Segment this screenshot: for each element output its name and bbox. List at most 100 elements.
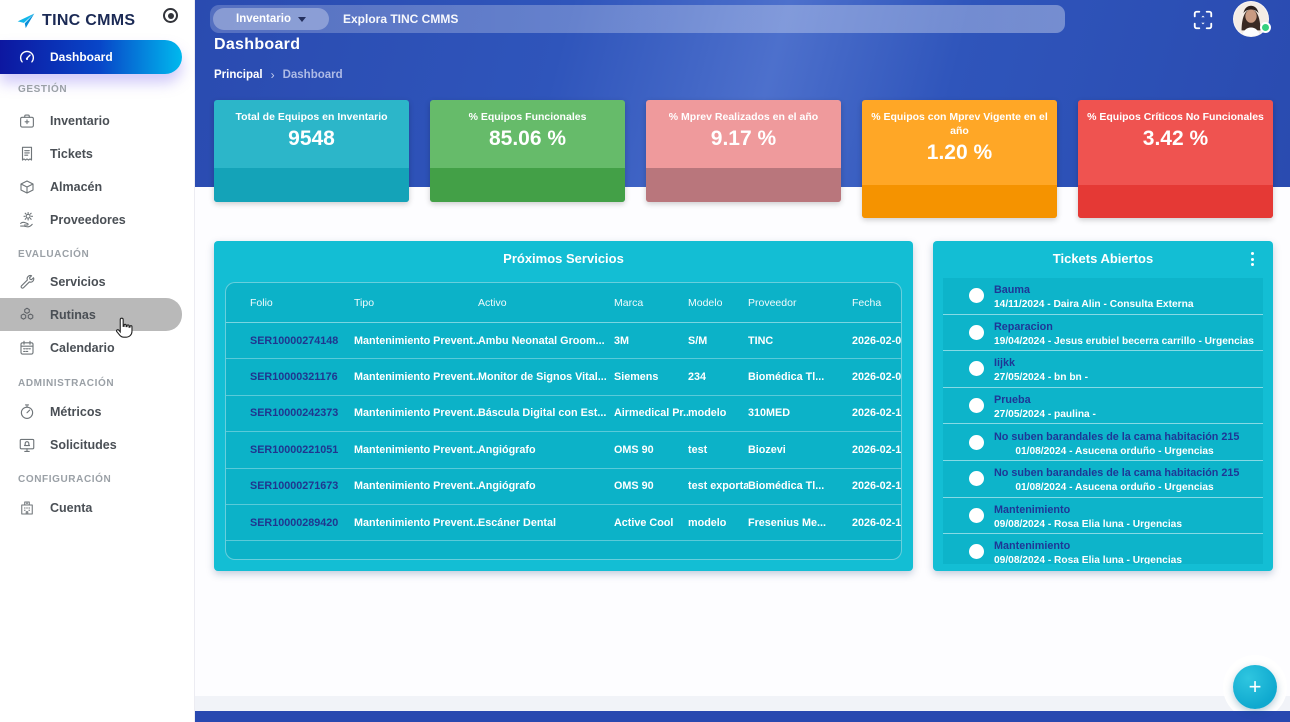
kebab-menu-icon[interactable]: [1245, 251, 1259, 267]
app-logo: TINC CMMS: [0, 6, 195, 36]
sidebar-item-solicitudes[interactable]: Solicitudes: [0, 428, 182, 461]
ticket-subtitle: 27/05/2024 - paulina -: [994, 409, 1096, 421]
kpi-title: Total de Equipos en Inventario: [235, 111, 388, 123]
cell-tipo: Mantenimiento Prevent...: [354, 407, 478, 420]
sidebar: TINC CMMS Dashboard GESTIÓN Inventario T…: [0, 0, 195, 722]
add-button[interactable]: +: [1233, 665, 1277, 709]
cell-activo: Monitor de Signos Vital...: [478, 371, 607, 384]
sidebar-item-tickets[interactable]: Tickets: [0, 137, 182, 170]
sidebar-item-label: Dashboard: [50, 50, 113, 64]
table-row: SER10000271673 Mantenimiento Prevent... …: [226, 469, 901, 505]
sidebar-item-servicios[interactable]: Servicios: [0, 265, 182, 298]
cell-activo: Báscula Digital con Est...: [478, 407, 607, 420]
box-icon: [18, 178, 36, 196]
table-row: SER10000242373 Mantenimiento Prevent... …: [226, 396, 901, 433]
breadcrumb-separator: ›: [270, 68, 275, 82]
service-folio-link[interactable]: SER10000274148: [250, 334, 339, 347]
sidebar-item-label: Rutinas: [50, 307, 96, 322]
cell-tipo: Mantenimiento Prevent...: [354, 516, 478, 529]
cell-modelo: 234: [688, 371, 707, 384]
service-folio-link[interactable]: SER10000242373: [250, 407, 339, 420]
ticket-subtitle: 19/04/2024 - Jesus erubiel becerra carri…: [994, 335, 1254, 347]
search-input[interactable]: [343, 5, 1065, 33]
ticket-bullet-icon: [969, 398, 984, 414]
sidebar-collapse-toggle-icon[interactable]: [163, 8, 178, 23]
cell-modelo: S/M: [688, 334, 708, 347]
ticket-bullet-icon: [969, 288, 984, 304]
ticket-item[interactable]: Mantenimiento 09/08/2024 - Rosa Elia luna…: [943, 497, 1263, 535]
cell-activo: Ambu Neonatal Groom...: [478, 334, 605, 347]
table-row: SER10000274148 Mantenimiento Prevent... …: [226, 323, 901, 360]
breadcrumb-principal[interactable]: Principal: [214, 69, 263, 81]
ticket-subtitle: 09/08/2024 - Rosa Elia luna - Urgencias: [994, 518, 1182, 530]
sidebar-section-configuracion: CONFIGURACIÓN: [18, 474, 112, 485]
service-folio-link[interactable]: SER10000271673: [250, 480, 339, 493]
sidebar-section-administracion: ADMINISTRACIÓN: [18, 378, 115, 389]
ticket-title: No suben barandales de la cama habitació…: [994, 467, 1240, 480]
cell-proveedor: TINC: [748, 334, 774, 347]
sidebar-item-label: Cuenta: [50, 500, 93, 515]
services-table: Folio Tipo Activo Marca Modelo Proveedor…: [225, 282, 902, 560]
sidebar-item-almacen[interactable]: Almacén: [0, 170, 182, 203]
cell-modelo: test exportaci...: [688, 480, 748, 493]
ticket-item[interactable]: Bauma 14/11/2024 - Daira Alin - Consulta …: [943, 278, 1263, 315]
service-folio-link[interactable]: SER10000289420: [250, 516, 339, 529]
sidebar-item-label: Métricos: [50, 404, 102, 419]
sidebar-item-label: Calendario: [50, 340, 115, 355]
kpi-footer: [862, 185, 1057, 218]
service-folio-link[interactable]: SER10000221051: [250, 443, 339, 456]
sidebar-item-inventario[interactable]: Inventario: [0, 104, 182, 137]
sidebar-item-dashboard[interactable]: Dashboard: [0, 40, 182, 74]
sidebar-section-evaluacion: EVALUACIÓN: [18, 249, 90, 260]
sidebar-item-metricos[interactable]: Métricos: [0, 395, 182, 428]
ticket-item[interactable]: Iijkk 27/05/2024 - bn bn -: [943, 351, 1263, 388]
chevron-down-icon: [297, 16, 306, 22]
sidebar-item-proveedores[interactable]: Proveedores: [0, 203, 182, 236]
fullscreen-icon[interactable]: [1192, 9, 1214, 31]
cell-modelo: test: [688, 443, 708, 456]
tinc-logo-icon: [16, 11, 36, 31]
breadcrumb-current: Dashboard: [282, 69, 343, 81]
ticket-subtitle: 01/08/2024 - Asucena orduño - Urgencias: [1015, 482, 1214, 494]
col-folio: Folio: [250, 296, 273, 309]
kpi-card-mprev-realizados: % Mprev Realizados en el año 9.17 %: [646, 100, 841, 202]
ticket-subtitle: 27/05/2024 - bn bn -: [994, 372, 1088, 384]
ticket-bullet-icon: [969, 544, 984, 560]
kpi-value: 9.17 %: [710, 127, 777, 150]
ticket-item[interactable]: No suben barandales de la cama habitació…: [943, 460, 1263, 498]
kpi-title: % Equipos Funcionales: [468, 111, 587, 123]
calendar-icon: [18, 339, 36, 357]
table-row: SER10000289420 Mantenimiento Prevent... …: [226, 505, 901, 542]
ticket-bullet-icon: [969, 471, 984, 487]
user-avatar[interactable]: [1233, 1, 1271, 37]
sidebar-item-label: Tickets: [50, 146, 93, 161]
ticket-item[interactable]: No suben barandales de la cama habitació…: [943, 424, 1263, 461]
kpi-card-equipos-funcionales: % Equipos Funcionales 85.06 %: [430, 100, 625, 202]
ticket-item[interactable]: Prueba 27/05/2024 - paulina -: [943, 387, 1263, 425]
sidebar-item-calendario[interactable]: Calendario: [0, 331, 182, 364]
cell-proveedor: Fresenius Me...: [748, 516, 827, 529]
ticket-list: Bauma 14/11/2024 - Daira Alin - Consulta …: [943, 278, 1263, 564]
ticket-bullet-icon: [969, 434, 984, 450]
search-category-dropdown[interactable]: Inventario: [213, 8, 329, 30]
ticket-item[interactable]: Mantenimiento 09/08/2024 - Rosa Elia luna…: [943, 534, 1263, 564]
sidebar-section-gestion: GESTIÓN: [18, 84, 68, 95]
ticket-item[interactable]: Reparacion 19/04/2024 - Jesus erubiel bec…: [943, 314, 1263, 352]
cell-fecha: 2026-02-1: [852, 443, 901, 456]
cell-marca: OMS 90: [614, 480, 654, 493]
sidebar-item-rutinas[interactable]: Rutinas: [0, 298, 182, 331]
cell-modelo: modelo: [688, 407, 727, 420]
ticket-subtitle: 01/08/2024 - Asucena orduño - Urgencias: [1015, 445, 1214, 457]
cell-fecha: 2026-02-1: [852, 480, 901, 493]
app-title: TINC CMMS: [42, 12, 136, 29]
col-marca: Marca: [614, 296, 644, 309]
cell-marca: OMS 90: [614, 443, 654, 456]
sidebar-item-cuenta[interactable]: Cuenta: [0, 491, 182, 524]
wrench-icon: [18, 273, 36, 291]
cell-activo: Escáner Dental: [478, 516, 557, 529]
service-folio-link[interactable]: SER10000321176: [250, 371, 338, 384]
kpi-value: 3.42 %: [1142, 127, 1209, 150]
breadcrumb: Principal › Dashboard: [214, 68, 343, 82]
ticket-title: Iijkk: [994, 357, 1016, 370]
ticket-title: Mantenimiento: [994, 540, 1071, 553]
